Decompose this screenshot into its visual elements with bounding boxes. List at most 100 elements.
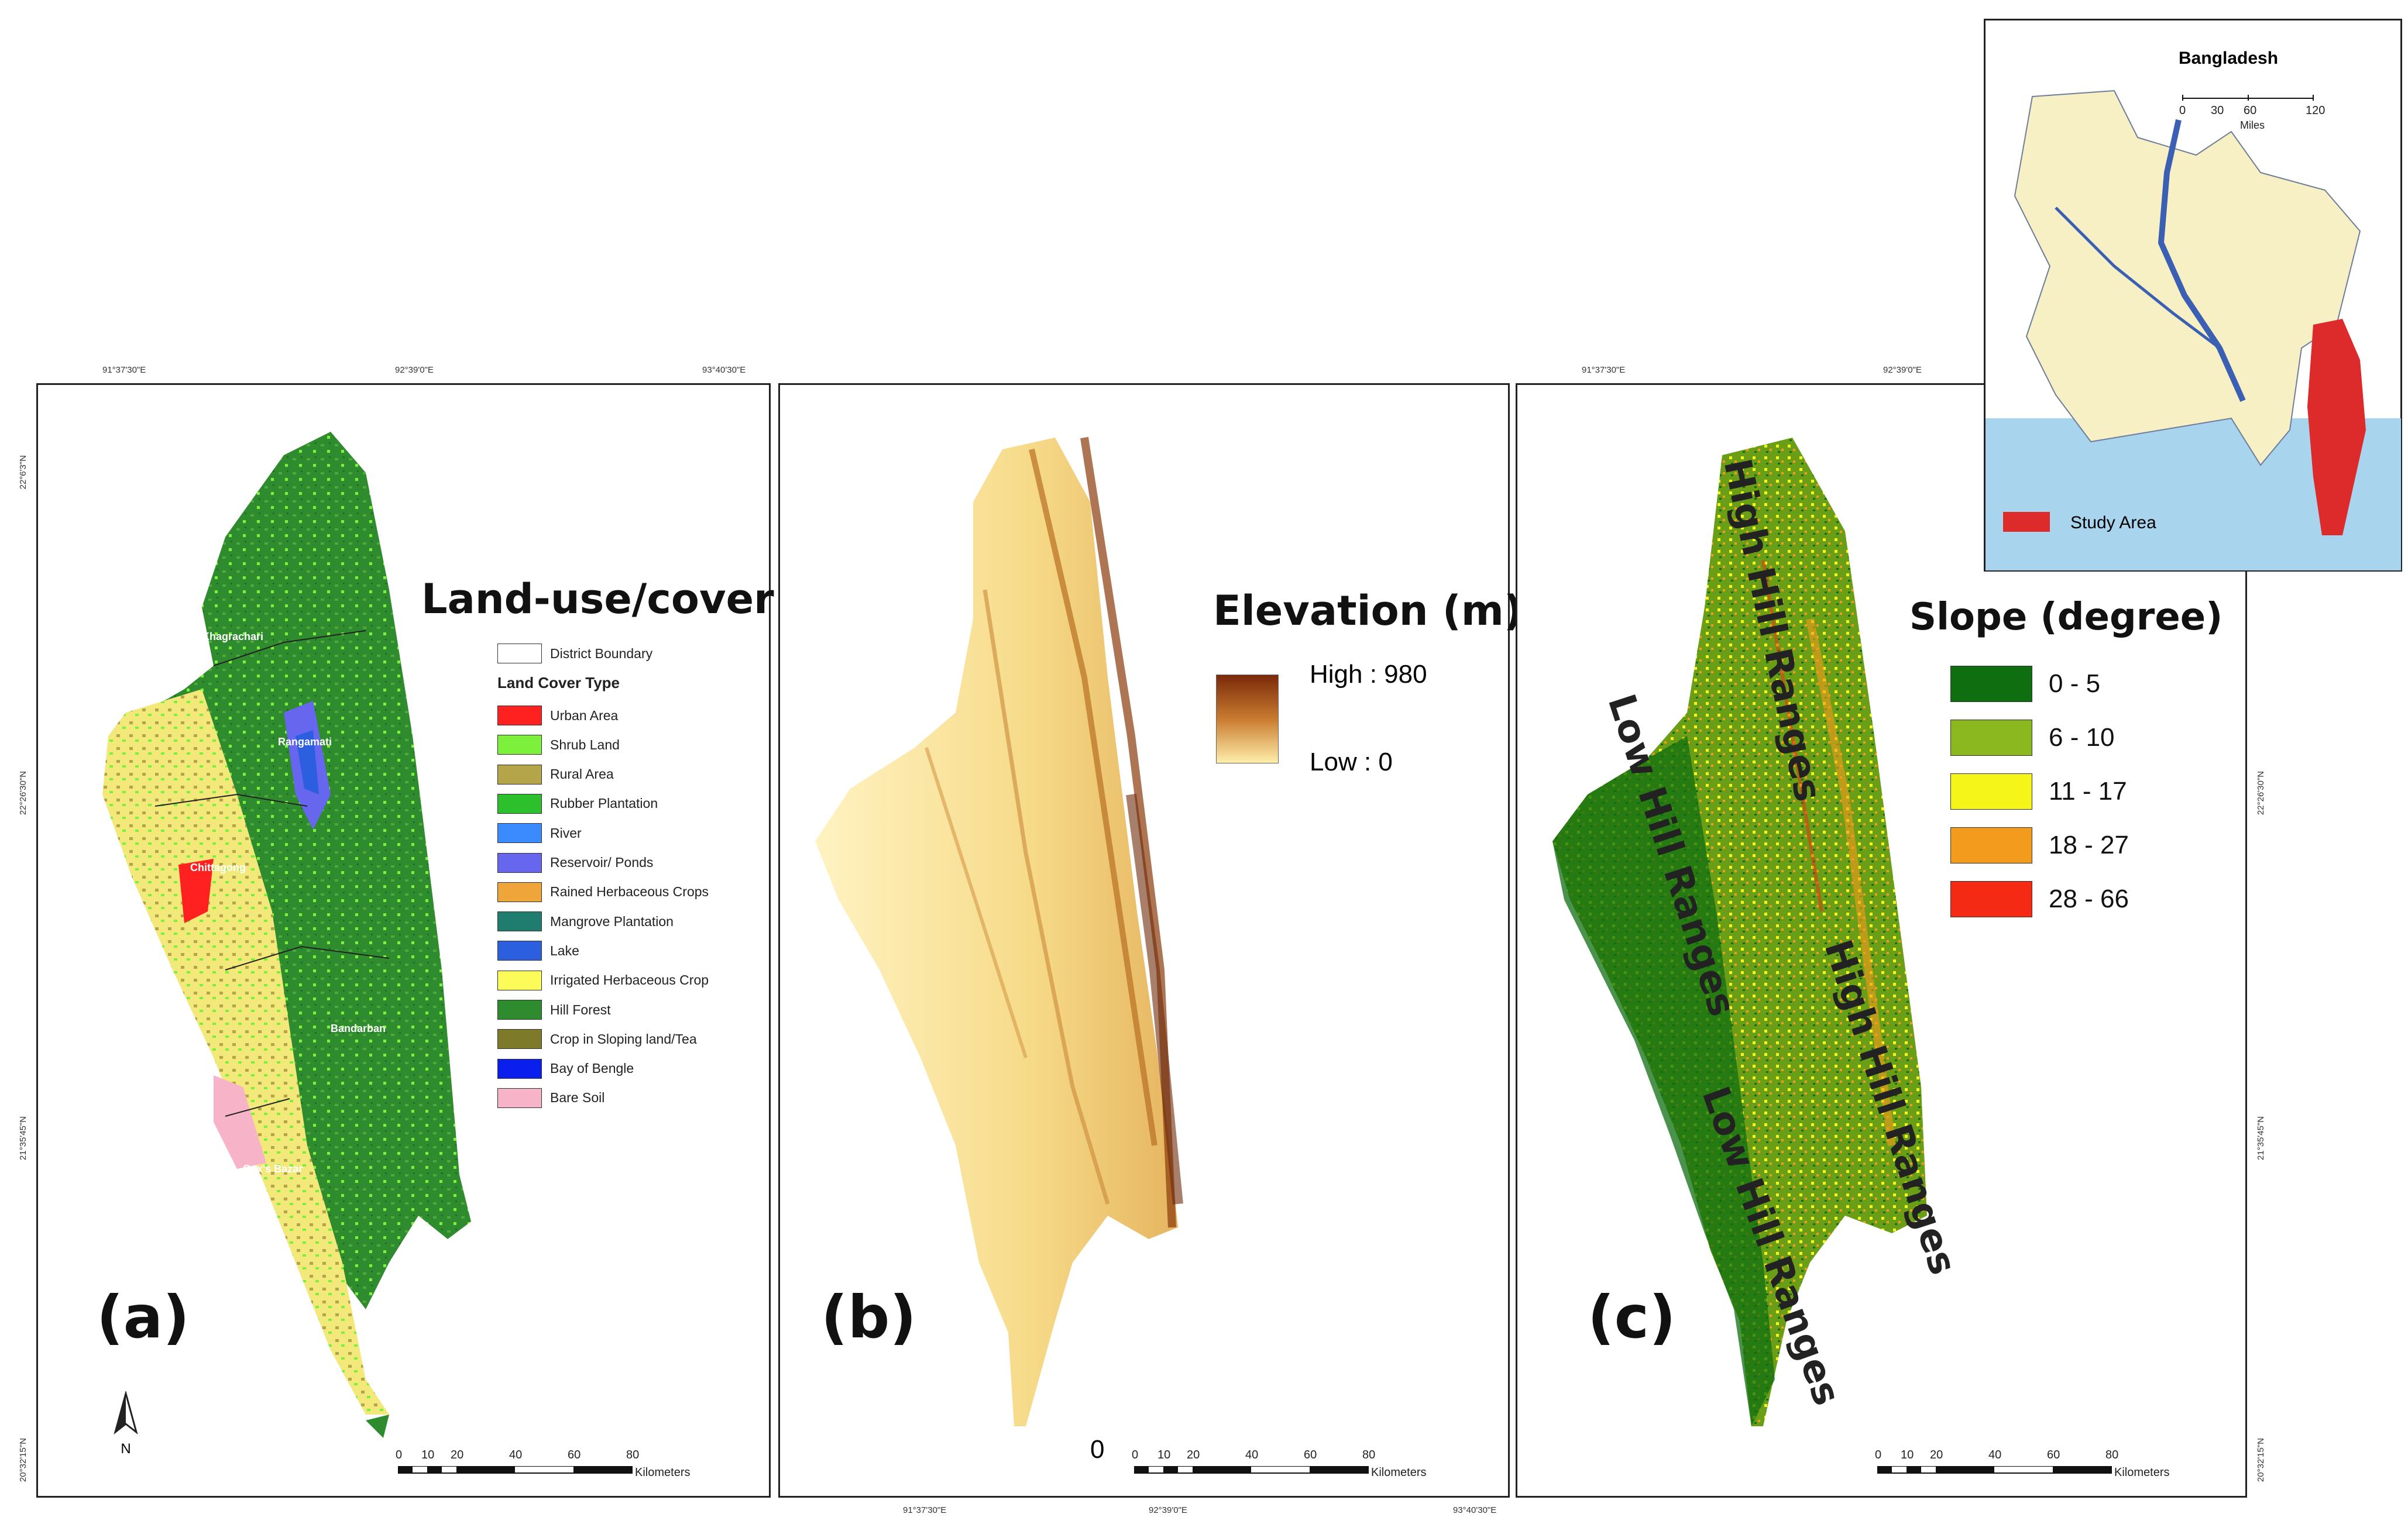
legend-swatch	[497, 793, 542, 814]
legend-swatch	[1950, 881, 2032, 917]
legend-label: 28 - 66	[2049, 885, 2129, 913]
scale-number: 30	[2211, 104, 2224, 117]
scale-number: 60	[2047, 1449, 2060, 1461]
slope-legend-item: 28 - 66	[1950, 881, 2129, 917]
scale-number: 60	[2244, 104, 2257, 117]
legend-label: 11 - 17	[2049, 777, 2127, 806]
panel-a-letter: (a)	[97, 1283, 190, 1351]
land-cover-legend-item: Shrub Land	[497, 735, 620, 755]
left-tick-4: 20°32'15"N	[18, 1438, 28, 1482]
scale-number: 80	[1362, 1449, 1376, 1461]
slope-legend-item: 11 - 17	[1950, 773, 2127, 810]
land-cover-legend-item: Mangrove Plantation	[497, 911, 674, 932]
land-cover-legend-item: Rubber Plantation	[497, 793, 658, 814]
legend-label: Reservoir/ Ponds	[550, 855, 654, 870]
scale-bar-graphic	[398, 1466, 633, 1474]
land-cover-legend-item: Rained Herbaceous Crops	[497, 882, 709, 902]
legend-swatch	[1950, 827, 2032, 863]
legend-label: Bare Soil	[550, 1090, 605, 1106]
legend-swatch	[497, 852, 542, 873]
land-cover-legend-item: Urban Area	[497, 706, 618, 725]
elevation-low-label: Low : 0	[1310, 748, 1393, 776]
legend-label: Rural Area	[550, 766, 614, 782]
slope-legend-item: 6 - 10	[1950, 720, 2115, 756]
panel-c-letter: (c)	[1588, 1283, 1676, 1351]
scale-number: 10	[421, 1449, 435, 1461]
slope-title: Slope (degree)	[1909, 596, 2223, 639]
scale-number: 20	[1930, 1449, 1943, 1461]
scale-number: 10	[1157, 1449, 1171, 1461]
legend-swatch	[497, 706, 542, 725]
district-label: Cox's Bazar	[243, 1163, 303, 1175]
scale-number: 0	[1132, 1449, 1139, 1461]
right-tick-2: 21°35'45"N	[2256, 1116, 2266, 1161]
legend-heading: Land Cover Type	[497, 674, 620, 691]
top-tick-2: 92°39'0"E	[395, 365, 434, 375]
scale-bar: 0 10 20 40 60 80 Kilometers	[1875, 1444, 2169, 1479]
scale-number: 120	[2306, 104, 2325, 117]
land-cover-legend-item: Irrigated Herbaceous Crop	[497, 970, 709, 990]
north-arrow: N	[108, 1390, 143, 1457]
legend-label: Rubber Plantation	[550, 796, 658, 811]
scale-number: 60	[1304, 1449, 1317, 1461]
scale-number: 0	[1875, 1449, 1882, 1461]
scale-bar: 0 10 20 40 60 80 Kilometers	[396, 1444, 690, 1479]
top-tick-1: 91°37'30"E	[102, 365, 146, 375]
legend-swatch	[1950, 720, 2032, 756]
scale-number: 10	[1901, 1449, 1914, 1461]
legend-swatch	[497, 1029, 542, 1050]
left-tick-3: 21°35'45"N	[18, 1116, 28, 1161]
legend-label: 18 - 27	[2049, 831, 2129, 859]
legend-swatch	[497, 882, 542, 902]
district-label: Khagrachari	[202, 631, 264, 642]
scale-number: 80	[626, 1449, 640, 1461]
bangladesh-map-graphic	[1986, 90, 2401, 570]
north-arrow-icon	[114, 1390, 138, 1434]
slope-legend-item: 18 - 27	[1950, 827, 2129, 863]
legend-label: Rained Herbaceous Crops	[550, 884, 709, 900]
inner-tick-3: 93°40'30"E	[1453, 1505, 1497, 1515]
legend-label: Urban Area	[550, 707, 619, 723]
land-cover-legend-item: Reservoir/ Ponds	[497, 852, 654, 873]
top-tick-1: 91°37'30"E	[1582, 365, 1626, 375]
land-cover-legend-item: Lake	[497, 941, 579, 961]
legend-swatch	[497, 1000, 542, 1020]
right-tick-3: 20°32'15"N	[2256, 1438, 2266, 1482]
scale-number: 80	[2105, 1449, 2119, 1461]
elevation-high-label: High : 980	[1310, 660, 1427, 689]
scale-number: 40	[509, 1449, 523, 1461]
scale-number: 40	[1245, 1449, 1259, 1461]
legend-label: Shrub Land	[550, 737, 620, 752]
scale-bar-graphic	[1877, 1466, 2112, 1474]
legend-label: Mangrove Plantation	[550, 913, 674, 929]
inner-tick-2: 92°39'0"E	[1149, 1505, 1187, 1515]
legend-label: Crop in Sloping land/Tea	[550, 1031, 697, 1047]
legend-swatch	[1950, 773, 2032, 810]
scale-bar-graphic	[1134, 1466, 1369, 1474]
north-label: N	[121, 1441, 131, 1457]
scale-unit: Kilometers	[1371, 1466, 1427, 1479]
legend-swatch	[497, 644, 542, 663]
legend-swatch	[497, 1058, 542, 1079]
panel-a-land-use-map: 91°37'30"E 92°39'0"E 93°40'30"E 22°6'3"N…	[18, 365, 774, 1498]
land-cover-map-graphic	[102, 432, 471, 1438]
legend-swatch	[497, 911, 542, 932]
inset-scale-graphic	[2182, 95, 2314, 101]
inner-tick-1: 91°37'30"E	[903, 1505, 947, 1515]
legend-label: 6 - 10	[2049, 723, 2115, 752]
top-tick-3: 93°40'30"E	[702, 365, 746, 375]
legend-swatch	[497, 941, 542, 961]
panel-b-letter: (b)	[821, 1283, 916, 1351]
right-tick-1: 22°26'30"N	[2256, 771, 2266, 816]
legend-swatch	[497, 823, 542, 844]
scale-number: 60	[568, 1449, 581, 1461]
land-cover-legend-item: River	[497, 823, 582, 844]
scale-number: 0	[2179, 104, 2186, 117]
legend-label: River	[550, 825, 582, 841]
study-area-label: Study Area	[2070, 513, 2156, 532]
land-cover-legend-item: Crop in Sloping land/Tea	[497, 1029, 697, 1050]
legend-label: Bay of Bengle	[550, 1061, 634, 1076]
panel-b-elevation-map: 91°37'30"E 92°39'0"E 93°40'30"E Elevatio…	[778, 383, 1523, 1515]
legend-label: Hill Forest	[550, 1002, 611, 1017]
legend-swatch	[497, 764, 542, 785]
